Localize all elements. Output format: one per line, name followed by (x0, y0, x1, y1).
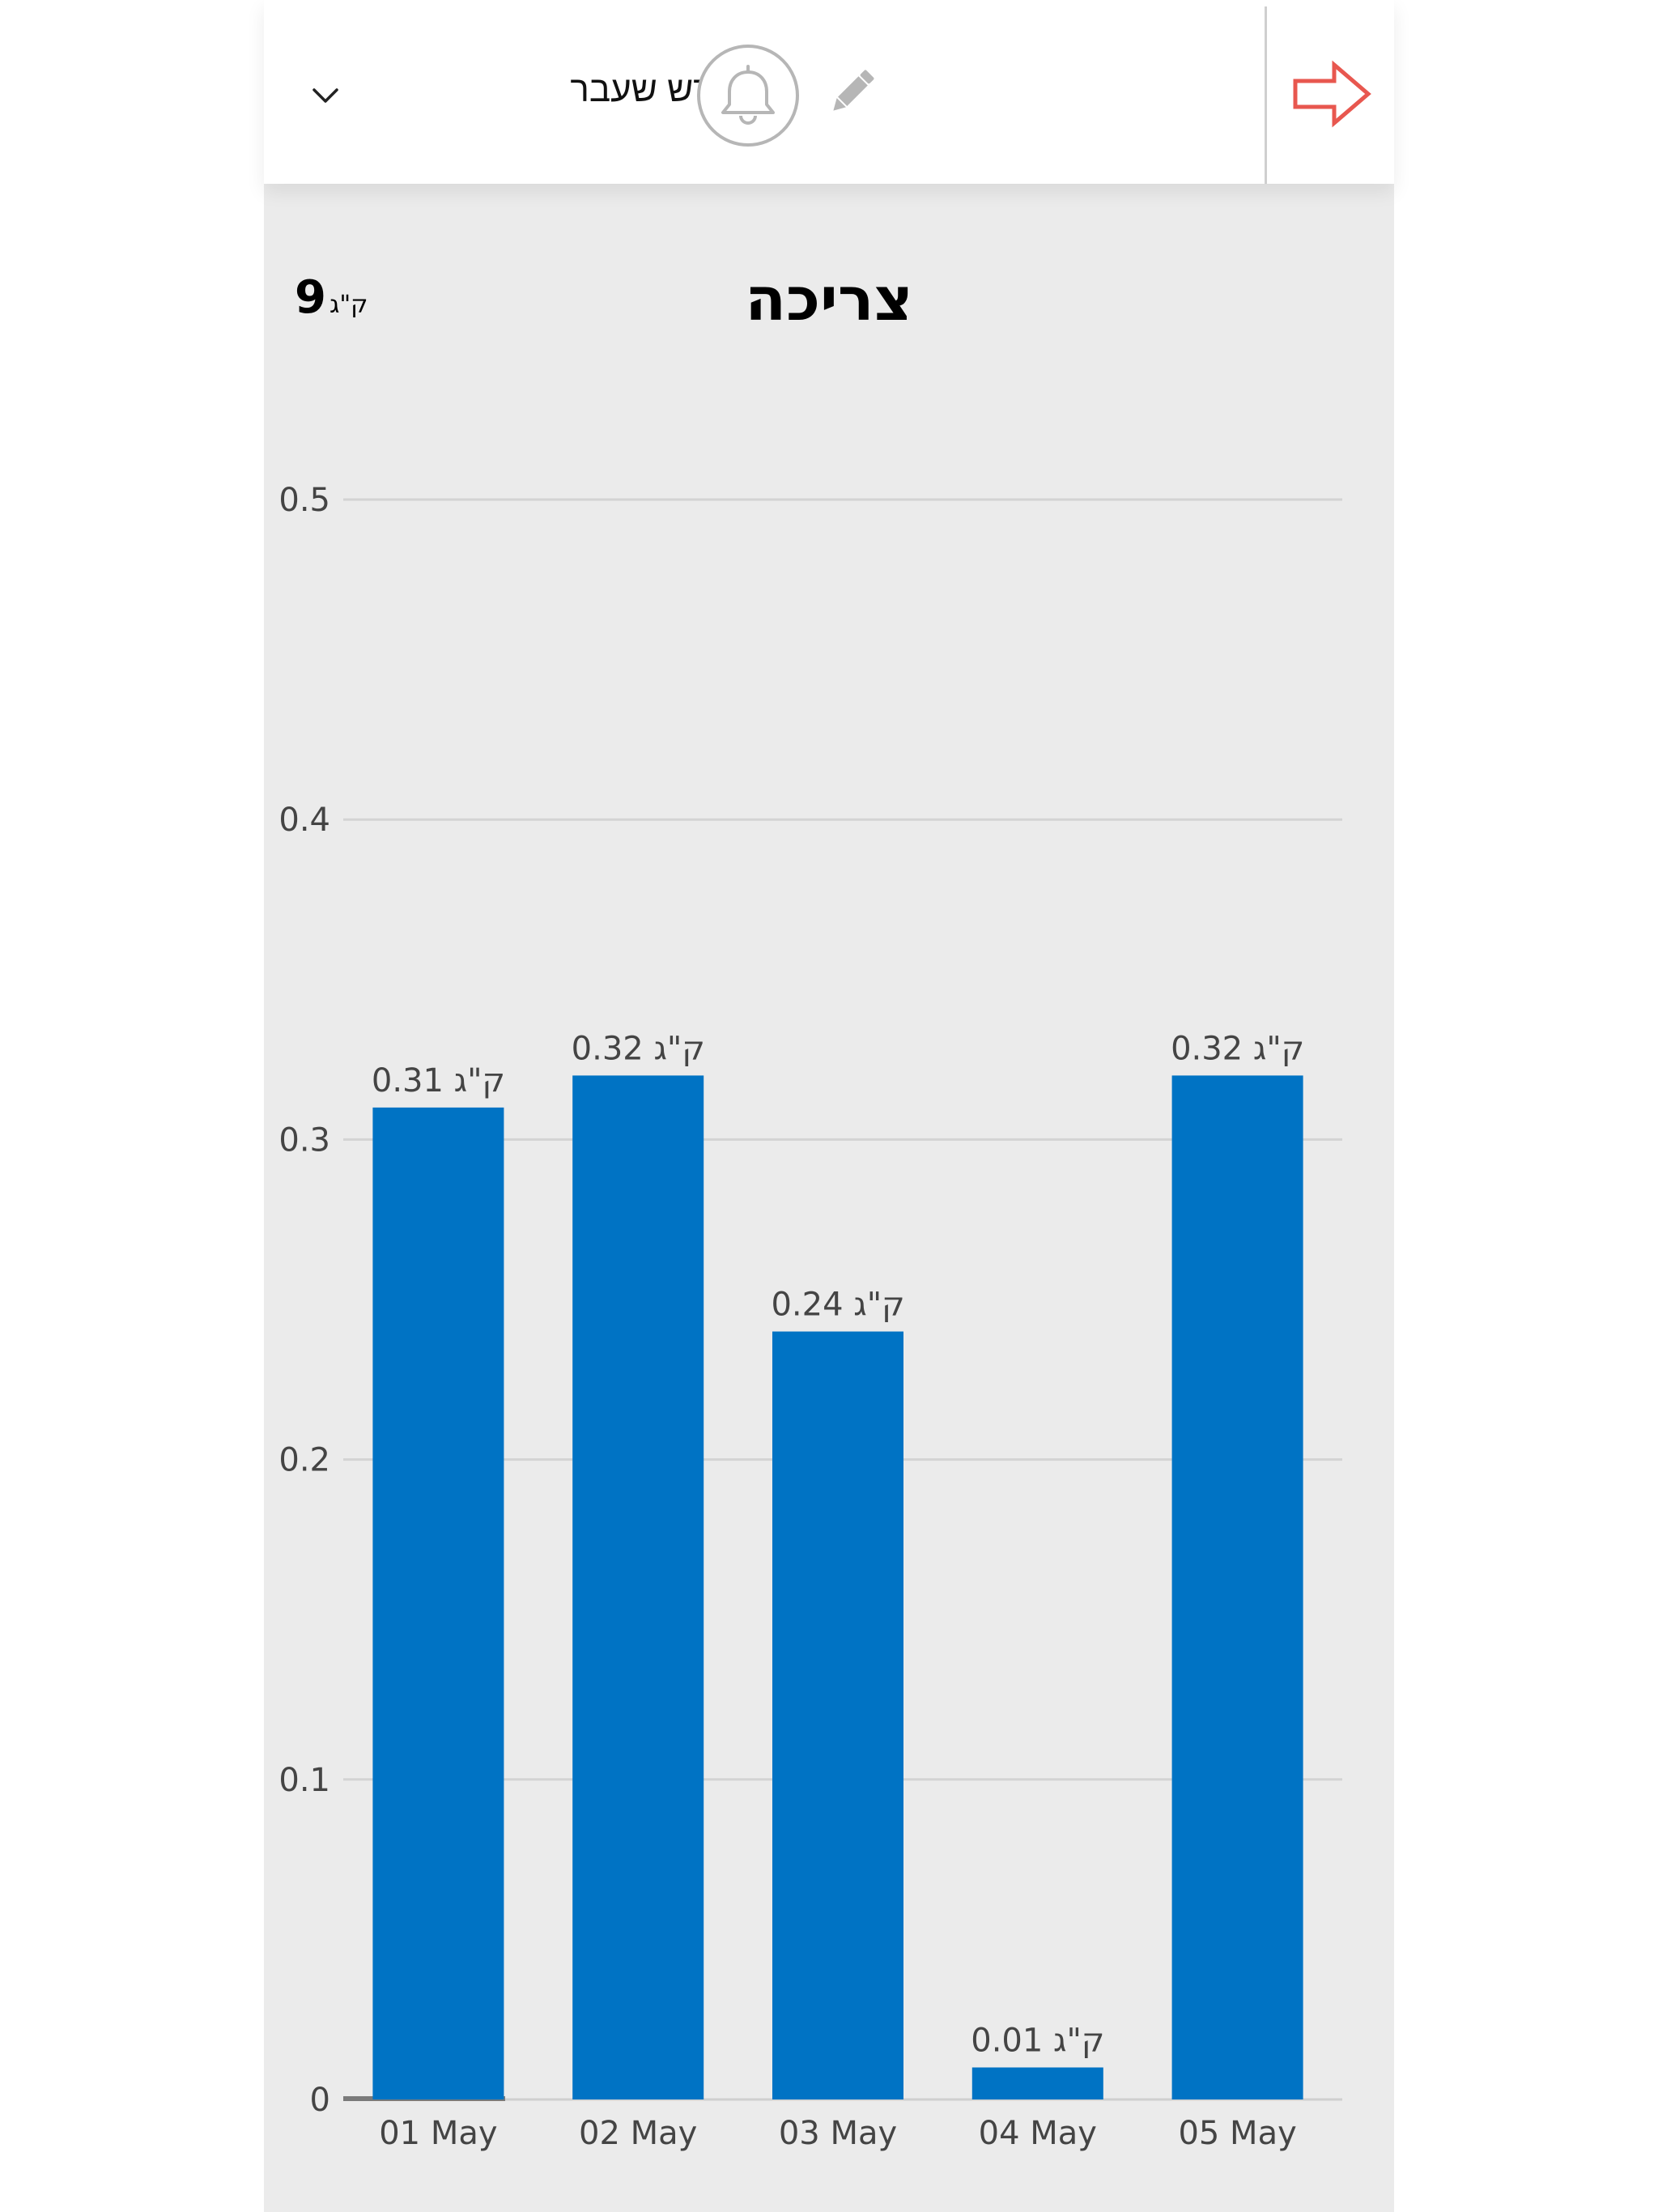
bell-icon[interactable] (696, 44, 800, 147)
x-tick-label: 01 May (379, 2115, 497, 2152)
chart-title: צריכה (745, 265, 913, 334)
bar (1171, 1075, 1303, 2099)
y-tick-label: 0.3 (278, 1121, 330, 1159)
bar-value-label: ק"ג 0.01 (971, 2022, 1104, 2059)
bar-value-label: ק"ג 0.32 (572, 1030, 705, 1067)
pencil-icon[interactable] (823, 63, 881, 121)
total-value: 9 (295, 271, 326, 324)
app-screen: חודש שעבר צריכה 9 ק"ג 0 0.1 0.2 0.3 0.4 0.5 ק"ג… (264, 0, 1394, 2212)
chevron-down-icon[interactable] (311, 81, 340, 110)
bar-chart: 0 0.1 0.2 0.3 0.4 0.5 ק"ג 0.31 01 May ק"ג 0.32 02… (278, 482, 1342, 2152)
bar-value-label: ק"ג 0.24 (771, 1287, 904, 1324)
x-tick-label: 02 May (579, 2115, 697, 2152)
y-tick-label: 0.4 (278, 802, 330, 839)
header-divider (1265, 6, 1267, 184)
total-unit: ק"ג (329, 291, 368, 319)
x-tick-label: 05 May (1178, 2115, 1296, 2152)
bar (372, 1107, 504, 2099)
consumption-chart: צריכה 9 ק"ג 0 0.1 0.2 0.3 0.4 0.5 ק"ג 0.31 01 Ma… (264, 184, 1394, 2212)
top-bar: חודש שעבר (264, 0, 1394, 184)
y-tick-label: 0 (310, 2082, 330, 2119)
x-tick-label: 04 May (979, 2115, 1097, 2152)
bar (572, 1075, 704, 2099)
x-tick-label: 03 May (779, 2115, 897, 2152)
bar-value-label: ק"ג 0.32 (1171, 1030, 1304, 1067)
bar (772, 1331, 903, 2099)
y-tick-label: 0.1 (278, 1762, 330, 1799)
bar-value-label: ק"ג 0.31 (372, 1062, 505, 1100)
bar (971, 2067, 1103, 2099)
total-badge: 9 ק"ג (295, 271, 392, 324)
y-tick-label: 0.2 (278, 1442, 330, 1479)
y-tick-label: 0.5 (278, 482, 330, 519)
arrow-right-icon[interactable] (1292, 60, 1373, 128)
